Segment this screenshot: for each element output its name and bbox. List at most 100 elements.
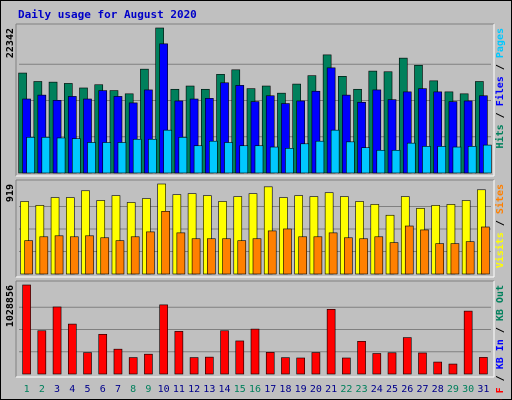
bar-sites (100, 237, 110, 275)
bar-kb-f (342, 357, 351, 375)
x-tick-label: 1 (24, 384, 30, 395)
bar-kb-f (67, 323, 77, 375)
x-tick-label: 18 (279, 384, 291, 395)
bar-pages (193, 145, 203, 174)
bar-kb-f (357, 341, 366, 375)
chart-title: Daily usage for August 2020 (18, 8, 197, 21)
x-tick-label: 16 (249, 384, 261, 395)
bar-sites (176, 232, 186, 275)
bar-kb-f (265, 352, 275, 375)
bar-pages (361, 147, 370, 174)
legend-separator: / (495, 321, 506, 339)
bar-kb-f (402, 337, 412, 375)
bar-kb-f (22, 284, 31, 375)
bar-sites (420, 229, 429, 275)
x-tick-label: 24 (371, 384, 383, 395)
bar-pages (315, 140, 325, 174)
bar-pages (285, 148, 294, 174)
bar-kb-f (418, 352, 427, 375)
bar-sites (252, 238, 262, 275)
y-max-label: 22342 (5, 28, 16, 58)
bar-pages (178, 137, 188, 174)
bar-kb-f (296, 357, 305, 375)
bar-kb-f (281, 357, 290, 375)
bar-pages (148, 138, 157, 174)
x-tick-label: 6 (100, 384, 106, 395)
bar-sites (313, 236, 323, 275)
bar-sites (344, 237, 353, 275)
bar-kb-f (220, 330, 229, 375)
bar-kb-f (479, 357, 488, 375)
legend-separator: / (495, 58, 506, 76)
legend-entry: KB In (495, 339, 506, 369)
bar-sites (191, 238, 201, 275)
bar-pages (71, 138, 81, 174)
bar-pages (376, 149, 386, 174)
x-tick-label: 21 (325, 384, 337, 395)
bar-pages (132, 138, 142, 174)
x-tick-label: 3 (54, 384, 60, 395)
legend-entry: Visits (494, 232, 506, 268)
legend: Hits / Files / Pages (494, 28, 506, 148)
x-tick-label: 7 (115, 384, 121, 395)
bar-kb-f (52, 306, 62, 375)
bar-kb-f (235, 340, 245, 375)
bar-sites (207, 238, 216, 275)
bar-kb-f (83, 352, 92, 375)
x-tick-label: 2 (39, 384, 45, 395)
bar-pages (239, 145, 249, 174)
x-tick-label: 13 (203, 384, 215, 395)
legend-separator: / (495, 214, 506, 232)
bar-kb-f (311, 352, 321, 375)
x-tick-label: 4 (69, 384, 75, 395)
bar-sites (54, 235, 64, 275)
bar-pages (467, 146, 477, 174)
bar-kb-f (144, 353, 153, 375)
bar-pages (269, 146, 279, 174)
x-tick-label: 31 (477, 384, 489, 395)
x-tick-label: 10 (158, 384, 170, 395)
bar-pages (87, 142, 96, 174)
bar-sites (374, 236, 384, 275)
bar-pages (163, 129, 172, 174)
bar-sites (267, 230, 277, 275)
bar-pages (330, 129, 340, 174)
bar-kb-f (205, 356, 214, 375)
bar-sites (283, 228, 292, 275)
visits-panel: 919 Visits / Sites (5, 179, 506, 278)
bar-sites (435, 243, 445, 275)
bar-sites (465, 241, 475, 275)
bar-sites (222, 238, 231, 275)
bar-pages (26, 137, 35, 174)
x-tick-label: 8 (130, 384, 136, 395)
x-tick-label: 19 (295, 384, 307, 395)
bar-pages (437, 146, 447, 174)
bar-pages (391, 149, 401, 174)
bar-pages (254, 145, 264, 174)
y-max-label: 1028856 (5, 285, 16, 327)
x-tick-label: 27 (416, 384, 428, 395)
x-tick-label: 17 (264, 384, 276, 395)
bar-pages (300, 143, 309, 174)
bar-kb-f (387, 352, 397, 375)
bar-kb-f (326, 308, 336, 375)
x-tick-label: 22 (340, 384, 352, 395)
x-tick-label: 29 (447, 384, 459, 395)
bar-sites (69, 236, 79, 275)
legend-entry: KB F (495, 387, 506, 400)
bar-pages (56, 137, 66, 174)
bar-sites (359, 238, 368, 275)
x-tick-label: 26 (401, 384, 413, 395)
legend-entry: Hits (494, 124, 506, 148)
hits-panel: 22342 Hits / Files / Pages (5, 23, 506, 177)
bar-kb-f (463, 310, 473, 375)
x-tick-label: 23 (356, 384, 368, 395)
x-tick-label: 15 (234, 384, 246, 395)
bar-pages (483, 144, 492, 174)
bar-kb-f (113, 348, 123, 375)
bar-kb-f (98, 333, 108, 375)
bar-sites (146, 231, 155, 275)
